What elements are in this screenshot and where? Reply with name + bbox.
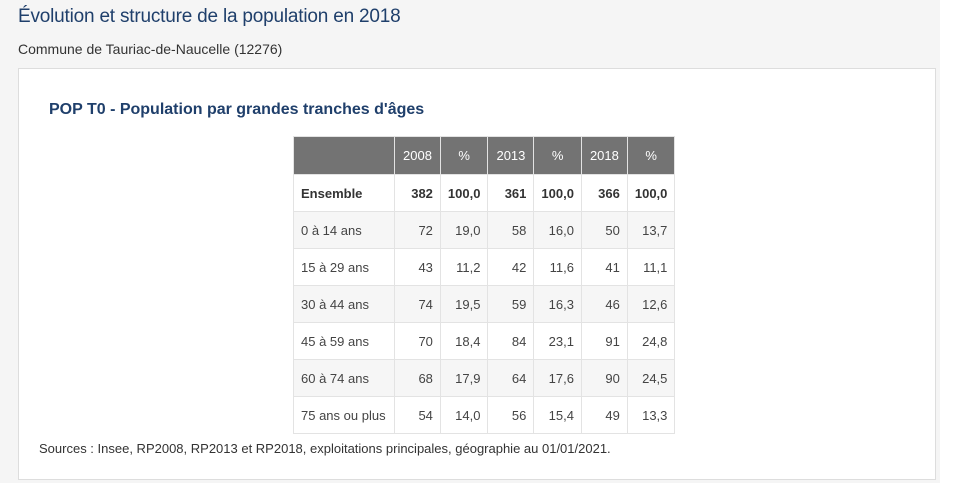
cell-pct-2008: 100,0 xyxy=(439,174,489,212)
cell-2008: 68 xyxy=(394,359,441,397)
cell-pct-2013: 11,6 xyxy=(533,248,582,286)
cell-pct-2013: 15,4 xyxy=(533,396,582,434)
table-row: 0 à 14 ans 72 19,0 58 16,0 50 13,7 xyxy=(293,211,676,249)
cell-pct-2008: 19,0 xyxy=(439,211,489,249)
right-margin xyxy=(940,0,961,483)
row-label: 0 à 14 ans xyxy=(293,211,395,249)
table-row: 75 ans ou plus 54 14,0 56 15,4 49 13,3 xyxy=(293,396,676,434)
cell-2013: 59 xyxy=(487,285,535,323)
cell-2018: 366 xyxy=(580,174,628,212)
cell-pct-2013: 23,1 xyxy=(533,322,582,360)
cell-pct-2013: 16,0 xyxy=(533,211,582,249)
cell-pct-2008: 18,4 xyxy=(439,322,489,360)
cell-2018: 49 xyxy=(580,396,628,434)
table-row: 30 à 44 ans 74 19,5 59 16,3 46 12,6 xyxy=(293,285,676,323)
table-row: 15 à 29 ans 43 11,2 42 11,6 41 11,1 xyxy=(293,248,676,286)
cell-pct-2018: 24,5 xyxy=(626,359,676,397)
header-cell-pct-2013: % xyxy=(533,136,582,175)
row-label: 15 à 29 ans xyxy=(293,248,395,286)
cell-2018: 50 xyxy=(580,211,628,249)
row-label: 45 à 59 ans xyxy=(293,322,395,360)
cell-pct-2013: 100,0 xyxy=(533,174,582,212)
table-row: Ensemble 382 100,0 361 100,0 366 100,0 xyxy=(293,174,676,212)
cell-2013: 64 xyxy=(487,359,535,397)
header-cell-corner xyxy=(293,136,395,175)
table-panel: POP T0 - Population par grandes tranches… xyxy=(18,68,936,480)
table-title: POP T0 - Population par grandes tranches… xyxy=(49,101,425,118)
cell-2008: 382 xyxy=(394,174,441,212)
table-row: 45 à 59 ans 70 18,4 84 23,1 91 24,8 xyxy=(293,322,676,360)
cell-2018: 90 xyxy=(580,359,628,397)
population-table: 2008 % 2013 % 2018 % Ensemble 382 100,0 … xyxy=(293,136,676,434)
cell-pct-2008: 14,0 xyxy=(439,396,489,434)
cell-pct-2013: 16,3 xyxy=(533,285,582,323)
cell-pct-2018: 24,8 xyxy=(626,322,676,360)
page-background: Évolution et structure de la population … xyxy=(18,6,936,480)
cell-2018: 91 xyxy=(580,322,628,360)
header-cell-2008: 2008 xyxy=(394,136,441,175)
cell-pct-2008: 19,5 xyxy=(439,285,489,323)
cell-pct-2018: 13,3 xyxy=(626,396,676,434)
cell-2008: 54 xyxy=(394,396,441,434)
cell-pct-2008: 11,2 xyxy=(439,248,489,286)
cell-2013: 84 xyxy=(487,322,535,360)
header-cell-2018: 2018 xyxy=(580,136,628,175)
cell-pct-2008: 17,9 xyxy=(439,359,489,397)
table-header-row: 2008 % 2013 % 2018 % xyxy=(293,136,676,175)
cell-pct-2013: 17,6 xyxy=(533,359,582,397)
cell-pct-2018: 12,6 xyxy=(626,285,676,323)
header-cell-2013: 2013 xyxy=(487,136,535,175)
cell-2013: 361 xyxy=(487,174,535,212)
row-label: 75 ans ou plus xyxy=(293,396,395,434)
header-cell-pct-2018: % xyxy=(626,136,676,175)
cell-2013: 58 xyxy=(487,211,535,249)
cell-2013: 42 xyxy=(487,248,535,286)
cell-2013: 56 xyxy=(487,396,535,434)
row-label: 30 à 44 ans xyxy=(293,285,395,323)
cell-pct-2018: 11,1 xyxy=(626,248,676,286)
row-label: Ensemble xyxy=(293,174,395,212)
cell-pct-2018: 13,7 xyxy=(626,211,676,249)
cell-2018: 46 xyxy=(580,285,628,323)
cell-pct-2018: 100,0 xyxy=(626,174,676,212)
cell-2008: 74 xyxy=(394,285,441,323)
sources-note: Sources : Insee, RP2008, RP2013 et RP201… xyxy=(39,441,611,456)
commune-subtitle: Commune de Tauriac-de-Naucelle (12276) xyxy=(18,41,283,57)
page-title: Évolution et structure de la population … xyxy=(18,6,401,27)
cell-2008: 70 xyxy=(394,322,441,360)
cell-2018: 41 xyxy=(580,248,628,286)
table-row: 60 à 74 ans 68 17,9 64 17,6 90 24,5 xyxy=(293,359,676,397)
header-cell-pct-2008: % xyxy=(439,136,489,175)
cell-2008: 72 xyxy=(394,211,441,249)
row-label: 60 à 74 ans xyxy=(293,359,395,397)
cell-2008: 43 xyxy=(394,248,441,286)
